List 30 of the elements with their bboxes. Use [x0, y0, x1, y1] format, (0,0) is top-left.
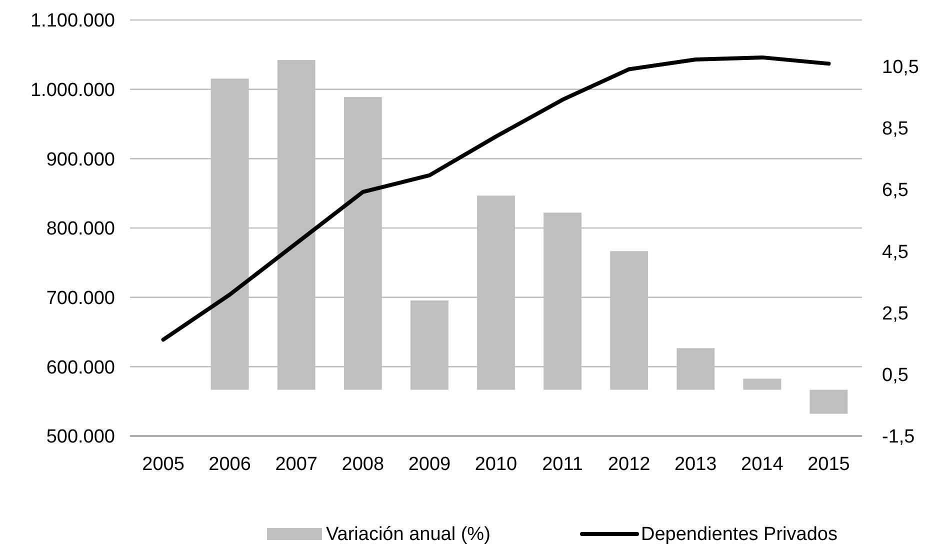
y2-tick-label: 2,5: [882, 303, 908, 324]
x-tick-label: 2008: [342, 454, 384, 475]
y2-tick-label: 8,5: [882, 118, 908, 140]
y-tick-label: 500.000: [46, 426, 115, 448]
x-tick-label: 2012: [608, 454, 650, 475]
y2-tick-label: 6,5: [882, 180, 908, 202]
y2-tick-label: 0,5: [882, 365, 908, 386]
y-tick-label: 900.000: [46, 149, 115, 170]
x-tick-label: 2013: [674, 454, 717, 475]
x-tick-label: 2005: [142, 454, 184, 475]
x-tick-label: 2007: [275, 454, 318, 475]
y-tick-label: 700.000: [46, 288, 115, 309]
y-tick-label: 1.000.000: [30, 80, 115, 101]
y2-tick-label: -1,5: [882, 426, 915, 448]
y2-tick-label: 4,5: [882, 242, 908, 263]
y-tick-label: 1.100.000: [30, 10, 115, 32]
x-tick-label: 2006: [208, 454, 251, 475]
bar: [810, 390, 848, 414]
y-tick-label: 800.000: [46, 218, 115, 240]
x-tick-label: 2009: [408, 454, 451, 475]
x-tick-label: 2014: [741, 454, 784, 475]
bar: [743, 378, 782, 390]
x-tick-label: 2015: [808, 454, 850, 475]
x-tick-label: 2010: [474, 454, 518, 475]
legend-label: Dependientes Privados: [641, 524, 838, 545]
legend-label: Variación anual (%): [326, 524, 490, 545]
x-tick-label: 2011: [542, 454, 583, 475]
y2-tick-label: 10,5: [882, 56, 919, 78]
y-tick-label: 600.000: [46, 357, 115, 378]
line-series: [161, 55, 831, 342]
